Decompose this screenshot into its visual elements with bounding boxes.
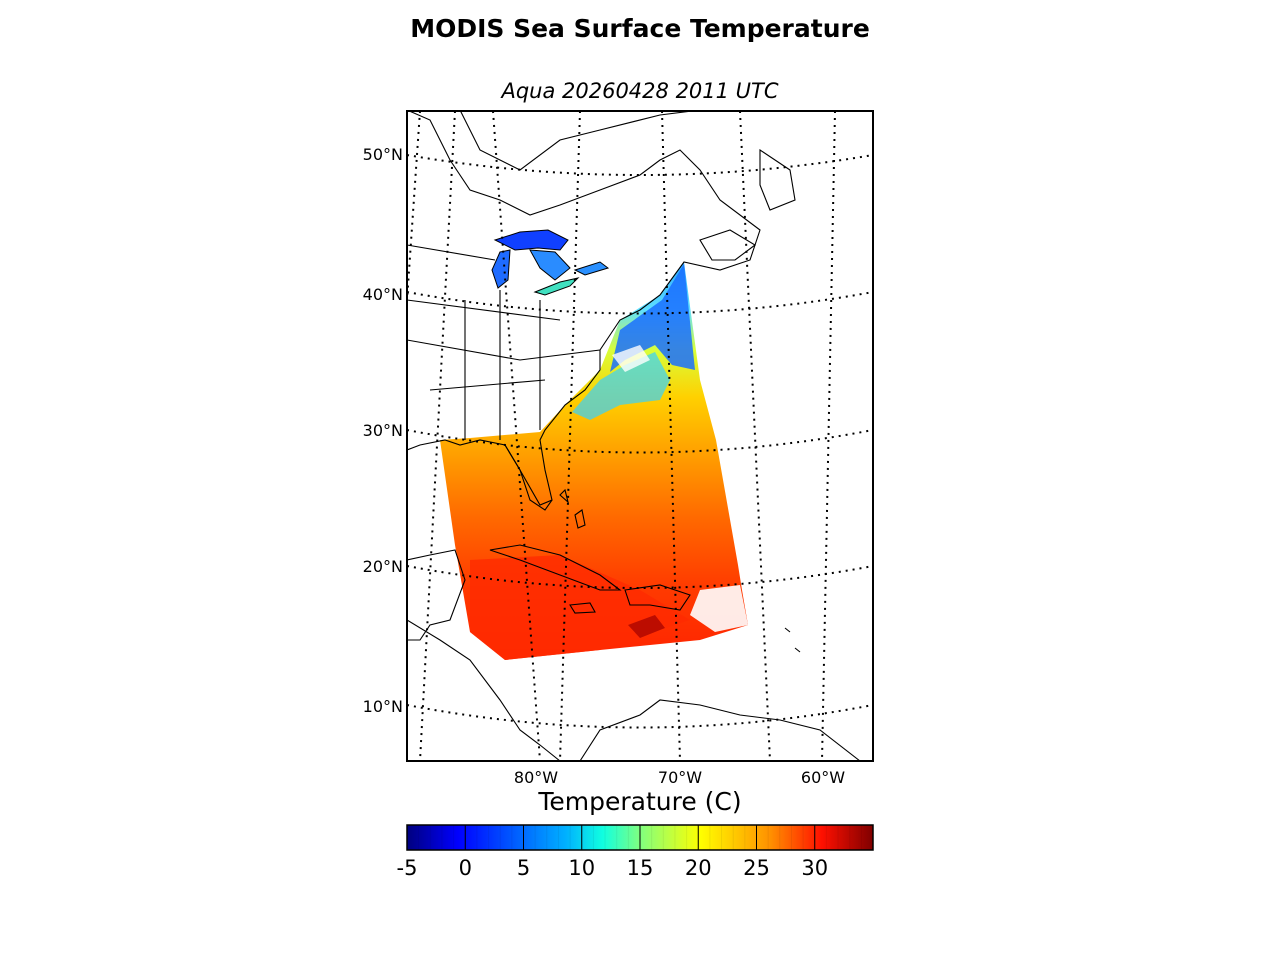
colorbar-title: Temperature (C) xyxy=(538,787,742,816)
subtitle-text: Aqua 20260428 2011 UTC xyxy=(501,79,779,103)
hot-spot xyxy=(628,615,665,638)
lake-erie xyxy=(533,277,580,296)
colorbar-ticks xyxy=(406,825,862,850)
lon-label-60w: 60°W xyxy=(800,768,846,787)
warm-tropical-water xyxy=(470,555,690,660)
parallel-40 xyxy=(407,291,873,315)
colorbar-tick-label: 20 xyxy=(684,856,712,880)
colorbar-tick-label: -5 xyxy=(396,856,418,880)
colorbar-tick-label: 10 xyxy=(568,856,596,880)
colorbar-tick-label: 5 xyxy=(516,856,531,880)
lon-label-70w: 70°W xyxy=(657,768,703,787)
meridian-85 xyxy=(419,111,456,761)
colorbar-tick-label: 25 xyxy=(743,856,770,880)
lon-label-80w: 80°W xyxy=(513,768,559,787)
lat-label-30: 30°N xyxy=(362,421,403,440)
colorbar-tick-label: 0 xyxy=(458,856,472,880)
map-border xyxy=(406,110,874,762)
meridian-60 xyxy=(821,111,836,761)
lake-huron xyxy=(529,249,571,281)
colorbar-tick-label: 30 xyxy=(801,856,829,880)
lake-michigan xyxy=(491,249,511,289)
map-subtitle: Aqua 20260428 2011 UTC xyxy=(0,79,1280,103)
map-content xyxy=(407,111,873,761)
parallel-50 xyxy=(407,154,873,176)
meridian-90 xyxy=(407,111,421,301)
lake-superior xyxy=(493,229,569,251)
lat-label-50: 50°N xyxy=(362,145,403,164)
coastlines xyxy=(407,111,861,761)
lat-label-10: 10°N xyxy=(362,697,403,716)
cloud-gap-east xyxy=(690,585,748,632)
cold-coastal-water xyxy=(610,264,695,372)
colorbar-tick-label: 15 xyxy=(626,856,654,880)
parallels xyxy=(407,154,873,729)
page-title: MODIS Sea Surface Temperature xyxy=(410,14,870,43)
meridian-65 xyxy=(739,111,771,761)
parallel-30 xyxy=(407,429,873,454)
parallel-10 xyxy=(407,704,873,729)
cool-shelf-water xyxy=(572,352,670,420)
cloud-gap-north xyxy=(612,345,650,372)
lat-label-40: 40°N xyxy=(362,285,403,304)
lake-ontario xyxy=(573,261,610,276)
lat-label-20: 20°N xyxy=(362,557,403,576)
parallel-20 xyxy=(407,565,873,589)
